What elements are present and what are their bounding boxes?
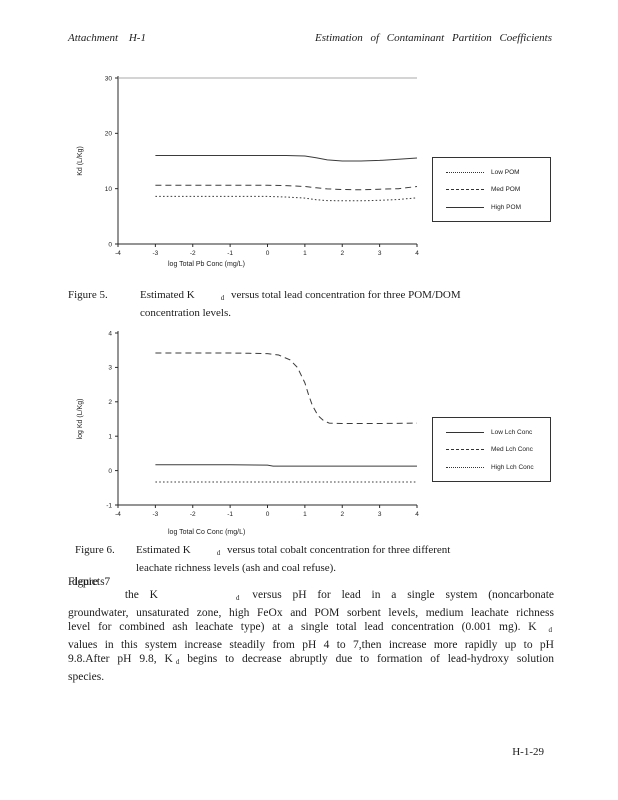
overlap-text-a: Figure 7	[68, 576, 111, 588]
y-axis-title: log Kd (L/Kg)	[77, 399, 84, 440]
overlap-text-b: depicts	[72, 576, 105, 588]
caption-text: Estimated K	[136, 544, 191, 556]
figure6-legend: Low Lch Conc Med Lch Conc High Lch Conc	[432, 417, 551, 482]
figure7-reference-overlap: Figure 7 depicts	[68, 576, 114, 598]
legend-line-sample-solid	[446, 431, 484, 433]
x-tick-label: 3	[378, 250, 382, 257]
figure6-caption: Figure 6. Estimated K d versus total coba…	[75, 543, 505, 576]
paragraph-text: values in this system increase steadily …	[68, 638, 554, 666]
x-tick-label: 4	[415, 250, 419, 257]
legend-item: Low Lch Conc	[446, 429, 550, 436]
series-line-med-pom	[155, 184, 418, 191]
kd-subscript: d	[235, 594, 240, 602]
x-tick-label: -3	[152, 250, 158, 257]
page-number: H-1-29	[512, 746, 544, 758]
kd-subscript: d	[220, 294, 225, 302]
legend-line-sample-dotted	[446, 466, 484, 468]
paragraph-text: begins to decrease abruptly due to forma…	[68, 653, 554, 683]
x-tick-label: -1	[227, 250, 233, 257]
x-tick-label: -1	[227, 511, 233, 518]
figure5-legend: Low POM Med POM High POM	[432, 157, 551, 222]
x-tick-label: 2	[340, 511, 344, 518]
x-tick-label: 0	[266, 250, 270, 257]
x-tick-label: -4	[115, 511, 121, 518]
figure7-description-paragraph: Figure 7 depicts the K d versus pH for lea…	[68, 576, 554, 685]
header-attachment-label: Attachment H-1	[68, 32, 146, 44]
legend-label: High Lch Conc	[491, 463, 534, 471]
caption-text-line2: leachate richness levels (ash and coal r…	[136, 562, 337, 574]
legend-label: High POM	[491, 203, 521, 211]
legend-line-sample-dashed	[446, 449, 484, 450]
x-tick-label: 1	[303, 250, 307, 257]
y-tick-label: 2	[108, 399, 112, 406]
x-tick-label: -2	[190, 511, 196, 518]
figure5-caption: Figure 5. Estimated K d versus total lead…	[68, 288, 498, 321]
header-document-title: Estimation of Contaminant Partition Coef…	[315, 32, 552, 44]
x-tick-label: -3	[152, 511, 158, 518]
y-tick-label: 10	[105, 186, 113, 193]
y-tick-label: 1	[108, 434, 112, 441]
legend-label: Low Lch Conc	[491, 428, 533, 436]
paragraph-text: versus pH for lead in a single system (n…	[68, 589, 554, 634]
x-tick-label: 3	[378, 511, 382, 518]
x-tick-label: -4	[115, 250, 121, 257]
x-axis-title: log Total Pb Conc (mg/L)	[168, 261, 245, 268]
y-tick-label: 0	[108, 241, 112, 248]
page-header: Attachment H-1 Estimation of Contaminant…	[68, 32, 552, 44]
kd-subscript: d	[175, 658, 180, 667]
figure5-chart-canvas: 0 10 20 30 -4 -3 -2 -1 0 1 2 3 4 log Total Pb Conc (m…	[77, 75, 419, 268]
caption-text-line2: concentration levels.	[140, 307, 232, 319]
y-tick-label: 4	[108, 330, 112, 337]
legend-label: Med Lch Conc	[491, 446, 533, 453]
y-tick-label: 30	[105, 75, 113, 82]
legend-line-sample-solid	[446, 206, 484, 208]
x-tick-label: -2	[190, 250, 196, 257]
x-axis-title: log Total Co Conc (mg/L)	[168, 529, 245, 536]
legend-line-sample-dashed	[446, 189, 484, 190]
figure5-chart: 0 10 20 30 -4 -3 -2 -1 0 1 2 3 4 log Total Pb Conc (m…	[70, 70, 450, 275]
figure5-caption-text: Estimated K d versus total lead concentra…	[140, 288, 498, 321]
x-tick-label: 1	[303, 511, 307, 518]
caption-text: versus total lead concentration for thre…	[228, 289, 461, 301]
series-line-low-pom	[155, 195, 418, 202]
series-line-med-lch-conc	[155, 352, 418, 424]
y-tick-label: -1	[106, 502, 112, 509]
y-tick-label: 0	[108, 468, 112, 475]
kd-subscript: d	[548, 626, 553, 635]
y-tick-label: 20	[105, 131, 113, 138]
x-tick-label: 4	[415, 511, 419, 518]
series-line-high-pom	[155, 155, 418, 162]
legend-label: Low POM	[491, 168, 520, 176]
x-tick-label: 2	[340, 250, 344, 257]
legend-line-sample-dotted	[446, 171, 484, 173]
y-tick-label: 3	[108, 365, 112, 372]
legend-item: Med POM	[446, 186, 550, 193]
caption-text: versus total cobalt concentration for th…	[224, 544, 451, 556]
caption-text: Estimated K	[140, 289, 195, 301]
legend-item: High POM	[446, 204, 550, 211]
legend-item: Med Lch Conc	[446, 446, 550, 453]
figure6-chart-canvas: -1 0 1 2 3 4 -4 -3 -2 -1 0 1 2 3 4 log Total Co Conc (m…	[77, 330, 419, 536]
paragraph-text: the K	[124, 589, 158, 601]
figure6-caption-text: Estimated K d versus total cobalt concent…	[136, 543, 505, 576]
y-axis-title: Kd (L/Kg)	[77, 146, 84, 176]
figure6-label: Figure 6.	[75, 544, 115, 556]
series-line-low-lch-conc	[155, 464, 417, 467]
x-tick-label: 0	[266, 511, 270, 518]
legend-label: Med POM	[491, 186, 521, 193]
figure6-chart: -1 0 1 2 3 4 -4 -3 -2 -1 0 1 2 3 4 log Total Co Conc (m…	[70, 325, 450, 543]
legend-item: High Lch Conc	[446, 464, 550, 471]
legend-item: Low POM	[446, 169, 550, 176]
figure5-label: Figure 5.	[68, 289, 108, 301]
kd-subscript: d	[216, 549, 221, 557]
